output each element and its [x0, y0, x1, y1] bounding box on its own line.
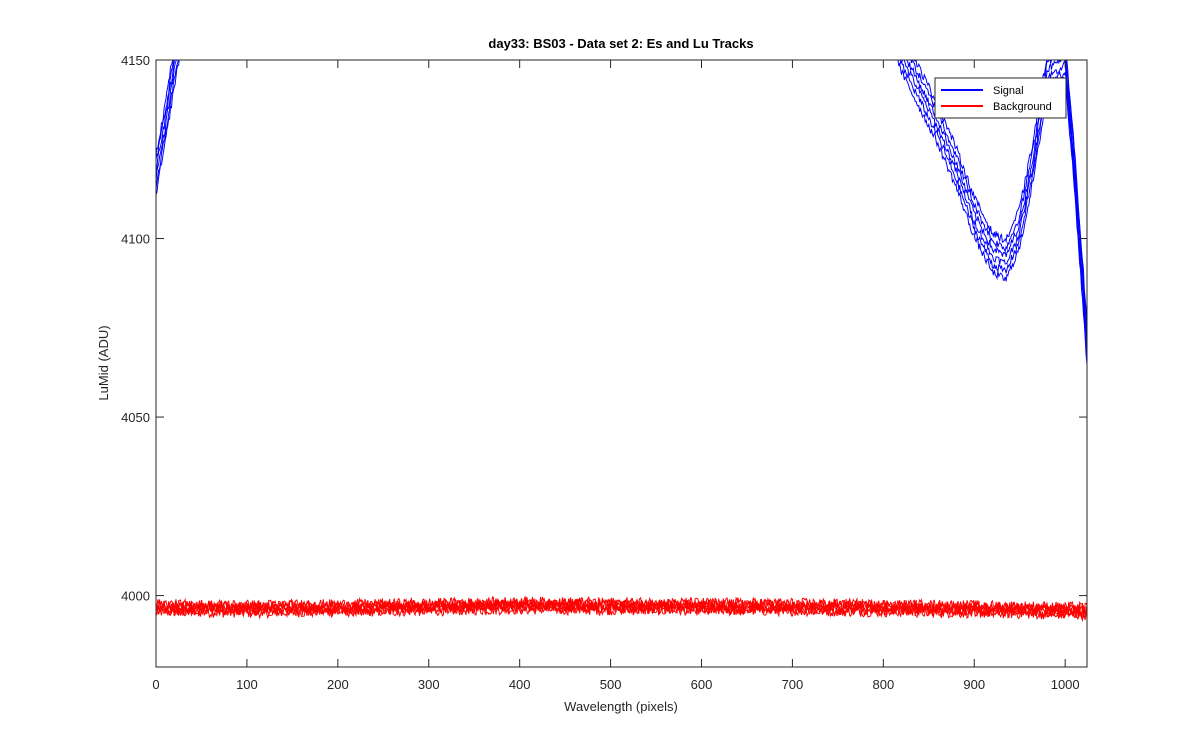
x-tick-label: 500 — [600, 677, 622, 692]
series-line-signal — [156, 60, 1087, 339]
ticks-layer: 0 100 200 300 400 500 600 700 800 900 1000 4000 4050… — [121, 53, 1087, 692]
chart-title: day33: BS03 - Data set 2: Es and Lu Trac… — [488, 36, 753, 51]
x-tick-label: 300 — [418, 677, 440, 692]
x-tick-label: 700 — [782, 677, 804, 692]
x-tick-label: 200 — [327, 677, 349, 692]
x-tick-label: 800 — [872, 677, 894, 692]
series-layer — [156, 60, 1087, 623]
series-line-background — [156, 595, 1087, 613]
x-axis-label: Wavelength (pixels) — [564, 699, 678, 714]
x-tick-label: 100 — [236, 677, 258, 692]
legend-box — [934, 77, 1067, 119]
series-line-signal — [156, 60, 1087, 347]
legend-label-background: Background — [993, 101, 1052, 113]
series-line-background — [156, 597, 1087, 616]
series-line-signal — [156, 60, 1087, 356]
y-tick-label: 4150 — [121, 53, 150, 68]
x-tick-label: 1000 — [1051, 677, 1080, 692]
y-tick-label: 4100 — [121, 232, 150, 247]
y-tick-label: 4050 — [121, 410, 150, 425]
x-tick-label: 600 — [691, 677, 713, 692]
legend-label-signal: Signal — [993, 85, 1024, 97]
x-tick-label: 0 — [152, 677, 159, 692]
x-tick-label: 400 — [509, 677, 531, 692]
x-tick-label: 900 — [963, 677, 985, 692]
y-tick-label: 4000 — [121, 589, 150, 604]
series-line-signal — [156, 60, 1087, 365]
series-line-signal — [156, 60, 1087, 336]
y-axis-label: LuMid (ADU) — [96, 325, 111, 400]
legend: Signal Background — [934, 77, 1067, 119]
plot-area-border — [155, 59, 1088, 668]
series-line-signal — [156, 60, 1087, 325]
